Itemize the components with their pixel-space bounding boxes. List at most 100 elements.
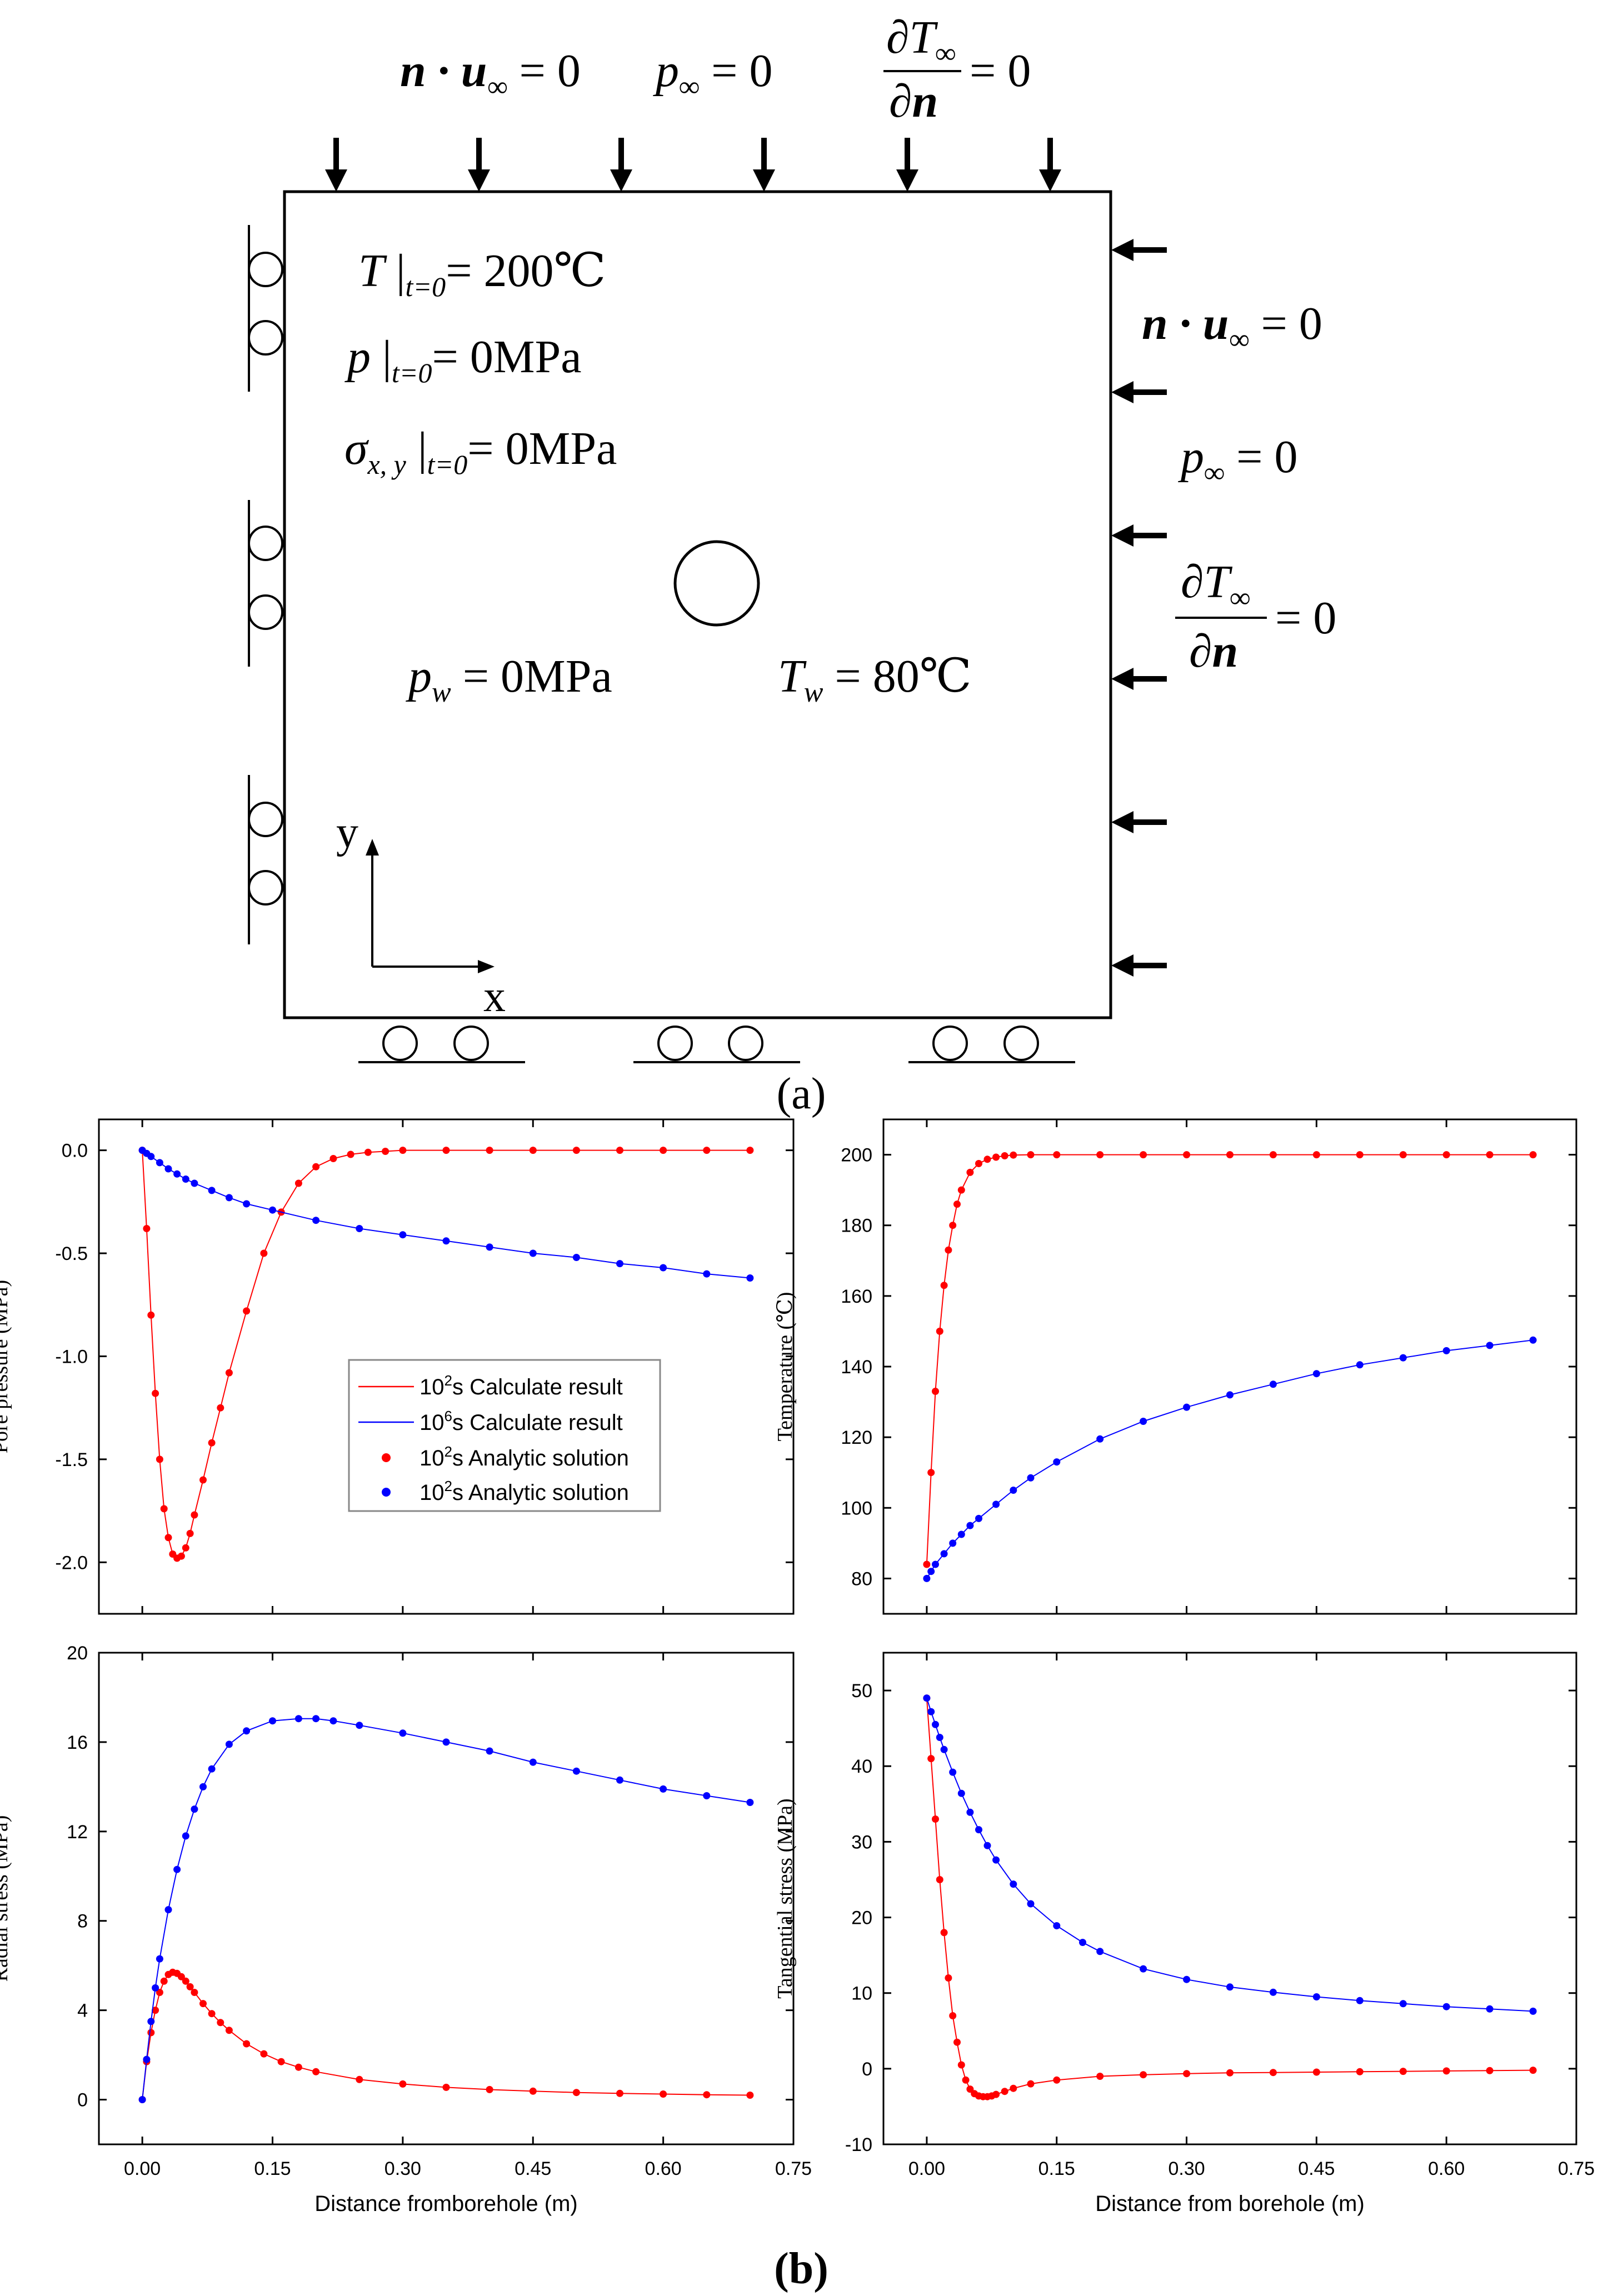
data-point [529,2087,537,2095]
top-bc-nu-sub: ∞ [487,71,507,103]
init-p-bar: | [371,331,392,383]
data-point [983,1842,991,1849]
caption-b: (b) [774,2244,828,2293]
y-tick-label: -10 [845,2134,872,2155]
data-point [1529,2007,1537,2015]
y-axis-label: Tangential stress (MPa) [773,1798,797,1998]
tangential-stress-chart: 0.00 0.15 0.30 0.45 0.60 0.75 -10 0 10 20 30 40 50 Ta… [773,1652,1595,2216]
init-s-symsub: x, y [367,449,406,480]
y-tick-label: 180 [841,1215,872,1237]
data-point [217,1404,224,1412]
data-point [191,1805,198,1813]
init-s-sub: t=0 [427,449,468,480]
initial-stress: σx, y |t=0= 0MPa [344,423,617,480]
series-line [142,1972,750,2100]
data-point [940,1282,948,1289]
data-point [1096,2073,1104,2080]
right-bc-dT-rhs: = 0 [1275,592,1336,644]
data-point [399,1729,407,1737]
data-point [923,1694,931,1702]
data-point [1096,1948,1104,1955]
data-point [177,1973,185,1980]
data-point [269,1717,276,1725]
y-tick-label: 30 [851,1832,872,1853]
data-point [399,2080,407,2088]
well-p-rhs: = 0MPa [451,651,612,702]
data-point [191,1179,198,1187]
y-tick-label: 20 [851,1908,872,1929]
data-point [191,1989,198,1996]
data-point [1399,2000,1407,2008]
top-bc-nu: n · u [400,45,487,97]
y-tick-label: -2.0 [55,1552,88,1573]
y-tick-label: -1.0 [55,1346,88,1367]
domain-boundary [283,190,1112,1019]
data-point [147,2029,155,2037]
data-point [992,1856,1000,1864]
data-point [703,2091,711,2099]
data-point [992,1500,1000,1508]
data-point [1010,1880,1017,1888]
data-point [243,1200,251,1208]
legend-label-3: 102s Analytic solution [420,1443,629,1470]
top-arrows [325,138,1061,192]
x-tick-label: 0.30 [1168,2158,1205,2179]
y-axis-label: Radial stress (MPa) [0,1815,12,1982]
data-point [177,1552,185,1560]
data-point [486,1147,493,1154]
data-point [940,1929,948,1937]
right-bc-pressure: p∞ = 0 [1178,431,1297,489]
x-axis-label: Distance fromborehole (m) [314,2192,578,2216]
x-tick-label: 0.15 [1038,2158,1075,2179]
data-point [940,1745,948,1753]
data-point [962,2076,970,2084]
well-T-rhs: = 80℃ [823,651,971,702]
data-point [1356,1997,1364,2004]
data-point [164,1534,172,1542]
data-point [208,1439,216,1447]
data-point [1312,2068,1320,2076]
y-tick-label: 120 [841,1427,872,1448]
schematic-panel: n · u∞ = 0 p∞ = 0 ∂T∞ ∂n = 0 [248,12,1336,1118]
data-point [182,1544,189,1552]
data-point [966,1168,974,1176]
data-point [186,1983,194,1990]
data-point [1529,1336,1537,1344]
data-point [173,1865,181,1873]
data-point [923,1574,931,1582]
data-point [616,1147,623,1154]
data-point [572,1767,580,1775]
data-point [399,1231,407,1239]
well-p-sub: w [432,677,451,708]
data-point [572,1147,580,1154]
data-point [746,1799,754,1806]
x-tick-label: 0.60 [1428,2158,1465,2179]
top-bc-pressure: p∞ = 0 [653,45,772,103]
data-point [966,2085,974,2093]
data-point [936,1327,943,1335]
x-axis-label: Distance from borehole (m) [1095,2192,1365,2216]
data-point [1053,2076,1061,2084]
data-point [1027,1474,1035,1482]
data-point [949,2012,957,2019]
y-tick-label: 10 [851,1983,872,2004]
x-tick-label: 0.45 [515,2158,551,2179]
series-line [142,1149,750,1279]
legend-dot-blue [382,1488,391,1497]
data-point [347,1150,354,1158]
data-point [156,1455,163,1463]
data-point [152,1389,159,1397]
y-tick-label: 4 [77,2000,88,2022]
data-point [1486,1342,1494,1349]
x-tick-label: 0.30 [384,2158,421,2179]
right-bc-dT: ∂T∞ [1181,556,1250,614]
data-point [932,1815,939,1823]
y-tick-label: 80 [851,1568,872,1589]
y-tick-label: 12 [67,1822,88,1843]
top-bc-p: p [653,45,679,97]
data-point [957,1530,965,1538]
top-bc-dT-rhs: = 0 [970,45,1031,97]
right-bc-nu: n · u [1142,298,1229,349]
data-point [191,1511,198,1519]
